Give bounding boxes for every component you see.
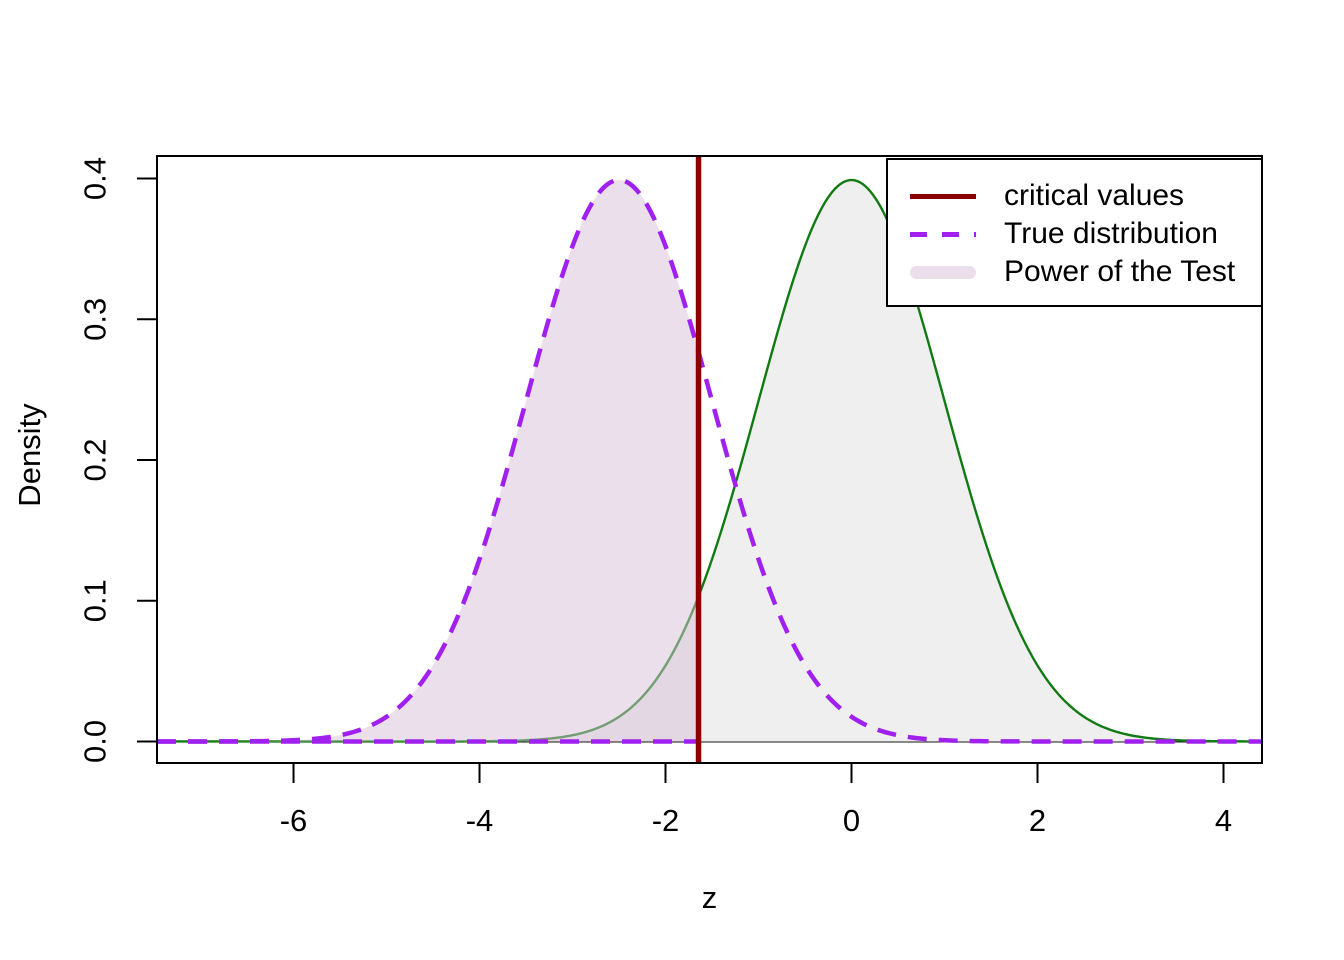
null-distribution-fill bbox=[157, 180, 1262, 742]
x-tick-label: 4 bbox=[1215, 803, 1232, 838]
y-axis-label: Density bbox=[12, 403, 47, 507]
x-tick-label: -2 bbox=[652, 803, 680, 838]
x-tick-label: -6 bbox=[280, 803, 308, 838]
y-tick-label: 0.2 bbox=[78, 438, 113, 481]
dashed-line-swatch-icon bbox=[910, 231, 976, 237]
fill-band-swatch-icon bbox=[910, 265, 976, 279]
legend-label: True distribution bbox=[1004, 217, 1218, 250]
y-tick-label: 0.0 bbox=[78, 720, 113, 763]
x-tick-label: 0 bbox=[843, 803, 860, 838]
legend: critical values True distribution Power … bbox=[886, 158, 1263, 307]
x-tick-label: 2 bbox=[1029, 803, 1046, 838]
x-axis-label: z bbox=[701, 880, 718, 915]
legend-item-true-distribution: True distribution bbox=[910, 215, 1261, 253]
legend-item-critical-values: critical values bbox=[910, 177, 1261, 215]
y-tick-label: 0.1 bbox=[78, 579, 113, 622]
power-of-test-fill bbox=[157, 180, 699, 742]
legend-item-power-of-test: Power of the Test bbox=[910, 253, 1261, 291]
critical-values-line-swatch-icon bbox=[910, 193, 976, 199]
true-distribution-curve bbox=[157, 177, 1262, 744]
x-tick-label: -4 bbox=[466, 803, 494, 838]
legend-label: Power of the Test bbox=[1004, 255, 1236, 288]
y-tick-label: 0.4 bbox=[78, 157, 113, 200]
legend-label: critical values bbox=[1004, 179, 1185, 212]
y-tick-label: 0.3 bbox=[78, 298, 113, 341]
